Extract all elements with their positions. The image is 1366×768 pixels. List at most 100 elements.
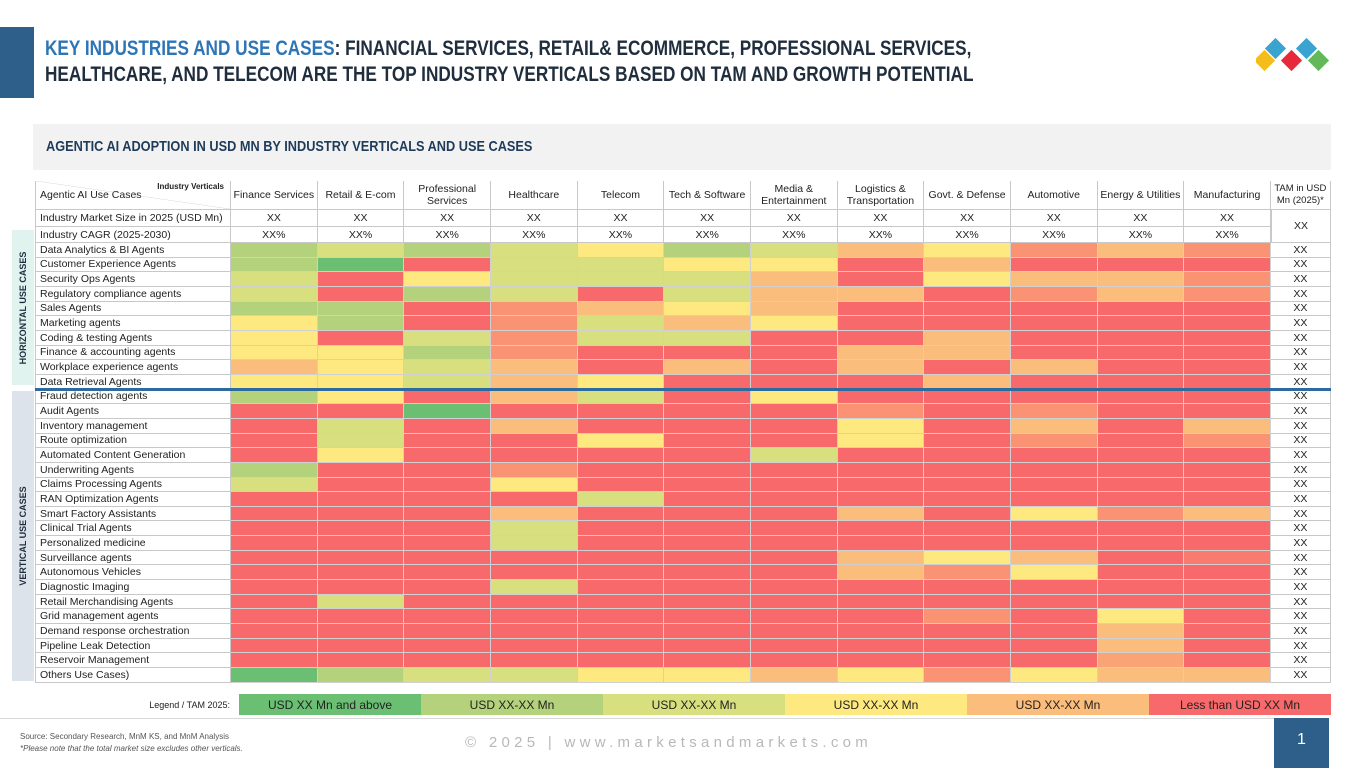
title-line2: HEALTHCARE, AND TELECOM ARE THE TOP INDU… [45, 62, 974, 86]
use-case-label: Audit Agents [35, 404, 231, 419]
heatmap-cell [231, 286, 318, 302]
heatmap-cell [404, 536, 491, 551]
heatmap-cell [924, 594, 1011, 610]
heatmap-cell [837, 506, 925, 522]
heatmap-cell [664, 316, 751, 331]
use-case-row: Others Use Cases) XX [35, 668, 1331, 683]
corner-cell: Industry Verticals Agentic AI Use Cases [35, 181, 231, 210]
use-case-label: Marketing agents [35, 316, 231, 331]
heatmap-cell [317, 360, 405, 375]
heatmap-cell [664, 243, 751, 258]
heatmap-cell [924, 316, 1011, 331]
heatmap-cell [1184, 389, 1271, 405]
heatmap-cell [404, 272, 491, 287]
heatmap-cell [664, 433, 751, 449]
heatmap-cell [490, 594, 578, 610]
heatmap-cell [664, 477, 751, 493]
legend-title: Legend / TAM 2025: [149, 700, 230, 710]
market_size-value: XX [490, 210, 578, 227]
market_size-value: XX [1097, 210, 1185, 227]
heatmap-cell [231, 257, 318, 273]
heatmap-cell [404, 418, 491, 434]
heatmap-cell [924, 272, 1011, 287]
heatmap-cell [490, 316, 578, 331]
heatmap-cell [1010, 330, 1098, 346]
heatmap-cell [837, 550, 925, 566]
heatmap-cell [1097, 345, 1185, 361]
tam-value: XX [1270, 272, 1331, 287]
heatmap-cell [1184, 433, 1271, 449]
heatmap-cell [404, 448, 491, 463]
heatmap-cell [1010, 609, 1098, 625]
tam-value: XX [1270, 506, 1331, 522]
tam-value: XX [1270, 433, 1331, 449]
heatmap-cell [1010, 477, 1098, 493]
heatmap-cell [837, 638, 925, 654]
heatmap-cell [837, 653, 925, 669]
cagr-value: XX% [404, 227, 491, 243]
heatmap-cell [664, 301, 751, 317]
heatmap-cell [404, 330, 491, 346]
market_size-value: XX [577, 210, 665, 227]
use-case-row: Fraud detection agents XX [35, 389, 1331, 405]
heatmap-cell [1184, 462, 1271, 478]
heatmap-cell [490, 536, 578, 551]
use-case-label: Fraud detection agents [35, 389, 231, 405]
footer-divider [0, 718, 1274, 719]
heatmap-cell [1010, 638, 1098, 654]
use-case-label: Autonomous Vehicles [35, 565, 231, 581]
heatmap-cell [837, 668, 925, 683]
market_size-value: XX [837, 210, 925, 227]
tam-meta-cell: XX [1271, 210, 1331, 243]
heatmap-cell [924, 286, 1011, 302]
column-header: Telecom [577, 181, 665, 210]
heatmap-cell [1184, 316, 1271, 331]
heatmap-cell [1010, 404, 1098, 419]
cagr-value: XX% [837, 227, 925, 243]
heatmap-cell [837, 404, 925, 419]
heatmap-cell [924, 521, 1011, 537]
heatmap-cell [490, 286, 578, 302]
copyright: © 2025 | www.marketsandmarkets.com [465, 734, 873, 751]
heatmap-cell [231, 301, 318, 317]
heatmap-cell [837, 594, 925, 610]
heatmap-cell [1010, 521, 1098, 537]
heatmap-cell [317, 243, 405, 258]
heatmap-cell [577, 243, 665, 258]
heatmap-cell [750, 506, 838, 522]
heatmap-cell [837, 243, 925, 258]
tam-value: XX [1270, 609, 1331, 625]
use-case-label: Pipeline Leak Detection [35, 638, 231, 654]
heatmap-cell [404, 360, 491, 375]
heatmap-cell [1097, 653, 1185, 669]
heatmap-cell [231, 462, 318, 478]
heatmap-cell [1097, 638, 1185, 654]
legend-item: USD XX-XX Mn [603, 694, 785, 715]
legend: USD XX Mn and above USD XX-XX Mn USD XX-XX… [239, 694, 1331, 715]
heatmap-cell [490, 418, 578, 434]
heatmap-cell [1184, 360, 1271, 375]
heatmap-cell [924, 609, 1011, 625]
heatmap-cell [664, 565, 751, 581]
heatmap-cell [924, 330, 1011, 346]
heatmap-cell [1097, 462, 1185, 478]
heatmap-cell [750, 624, 838, 639]
use-case-row: Workplace experience agents XX [35, 360, 1331, 375]
heatmap-cell [1184, 301, 1271, 317]
use-case-label: Clinical Trial Agents [35, 521, 231, 537]
column-header: Govt. & Defense [924, 181, 1011, 210]
heatmap-cell [1097, 418, 1185, 434]
heatmap-cell [837, 360, 925, 375]
heatmap-cell [1184, 653, 1271, 669]
heatmap-cell [1010, 594, 1098, 610]
heatmap-cell [577, 550, 665, 566]
use-case-row: Clinical Trial Agents XX [35, 521, 1331, 537]
heatmap-cell [1184, 565, 1271, 581]
heatmap-cell [750, 433, 838, 449]
heatmap-cell [1097, 272, 1185, 287]
heatmap-cell [490, 638, 578, 654]
heatmap-cell [490, 521, 578, 537]
heatmap-cell [750, 389, 838, 405]
heatmap-cell [1097, 477, 1185, 493]
cagr-value: XX% [924, 227, 1011, 243]
